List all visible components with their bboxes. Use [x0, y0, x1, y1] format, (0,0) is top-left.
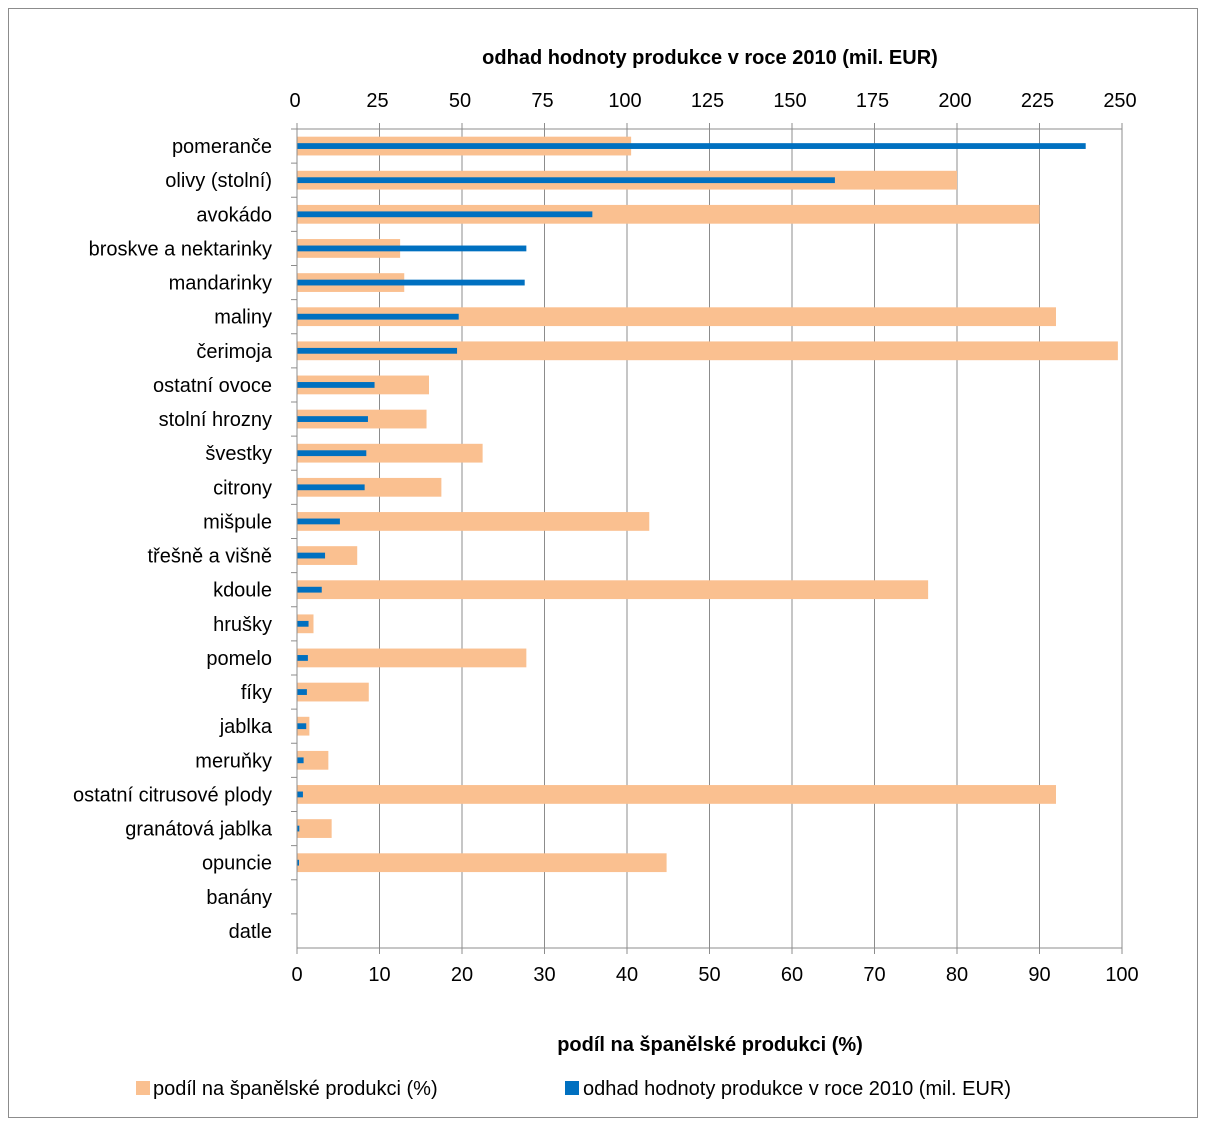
- bar-share: [297, 785, 1056, 804]
- bar-value: [297, 723, 307, 730]
- bottom-tick-label: 100: [1105, 964, 1138, 986]
- category-label: datle: [229, 921, 272, 943]
- bar-value: [297, 245, 527, 252]
- bottom-tick-label: 30: [533, 964, 555, 986]
- top-tick-label: 125: [691, 90, 724, 112]
- category-label: avokádo: [196, 204, 272, 226]
- bar-value: [297, 347, 458, 354]
- bar-value: [297, 450, 367, 457]
- category-label: hrušky: [213, 614, 272, 636]
- top-axis-title: odhad hodnoty produkce v roce 2010 (mil.…: [482, 47, 938, 69]
- series-value-bars: [297, 143, 1086, 866]
- bar-share: [297, 580, 929, 600]
- bar-value: [297, 859, 299, 866]
- bottom-tick-label: 60: [781, 964, 803, 986]
- top-tick-label: 150: [773, 90, 806, 112]
- grid-lines: [296, 129, 1123, 948]
- bottom-tick-label: 90: [1028, 964, 1050, 986]
- bottom-tick-label: 50: [698, 964, 720, 986]
- category-label: kdoule: [213, 580, 272, 602]
- category-label: pomeranče: [172, 136, 272, 158]
- top-tick-label: 75: [531, 90, 553, 112]
- category-label: ostatní citrusové plody: [73, 784, 272, 806]
- bar-share: [297, 682, 369, 702]
- category-label: třešně a višně: [147, 546, 272, 568]
- category-label: olivy (stolní): [165, 170, 272, 192]
- bar-share: [297, 546, 358, 565]
- bar-value: [297, 382, 375, 388]
- category-label: granátová jablka: [125, 819, 273, 841]
- category-label: stolní hrozny: [159, 409, 272, 431]
- bottom-tick-label: 80: [946, 964, 968, 986]
- bar-value: [297, 586, 322, 593]
- bar-value: [297, 791, 303, 798]
- top-tick-label: 0: [289, 90, 300, 112]
- legend-swatch-value: [565, 1081, 579, 1095]
- bar-value: [297, 825, 300, 832]
- top-tick-label: 250: [1103, 90, 1136, 112]
- category-labels: pomeranče olivy (stolní) avokádo broskve a …: [73, 136, 273, 943]
- top-tick-label: 100: [608, 90, 641, 112]
- bar-value: [297, 655, 308, 661]
- axes: [291, 123, 1123, 954]
- legend-swatch-share: [136, 1081, 150, 1095]
- bar-value: [297, 279, 525, 286]
- bar-share: [297, 512, 650, 531]
- category-label: pomelo: [206, 648, 272, 670]
- bottom-tick-label: 0: [291, 964, 302, 986]
- bottom-axis-title: podíl na španělské produkci (%): [557, 1034, 863, 1056]
- bar-share: [297, 750, 329, 770]
- bar-share: [297, 443, 483, 463]
- bar-value: [297, 211, 593, 218]
- bottom-tick-label: 20: [451, 964, 473, 986]
- category-label: jablka: [219, 716, 273, 738]
- bar-value: [297, 484, 365, 491]
- bar-value: [297, 416, 368, 422]
- bar-share: [297, 819, 332, 838]
- bar-share: [297, 341, 1118, 361]
- top-tick-label: 25: [366, 90, 388, 112]
- category-label: švestky: [205, 443, 272, 465]
- legend-label-value: odhad hodnoty produkce v roce 2010 (mil.…: [583, 1078, 1011, 1100]
- bar-share: [297, 853, 667, 873]
- bar-value: [297, 518, 340, 525]
- bar-value: [297, 757, 304, 764]
- bar-value: [297, 552, 326, 559]
- bar-value: [297, 313, 459, 320]
- legend-label-share: podíl na španělské produkci (%): [153, 1078, 438, 1100]
- bar-share: [297, 307, 1056, 327]
- bar-value: [297, 620, 309, 627]
- category-label: čerimoja: [196, 341, 272, 363]
- bar-value: [297, 143, 1086, 149]
- top-tick-label: 200: [938, 90, 971, 112]
- bottom-tick-label: 70: [863, 964, 885, 986]
- category-label: banány: [206, 887, 272, 909]
- category-label: ostatní ovoce: [153, 375, 272, 397]
- category-label: broskve a nektarinky: [89, 238, 272, 260]
- category-label: fíky: [241, 682, 272, 704]
- category-label: mandarinky: [169, 273, 272, 295]
- category-label: opuncie: [202, 853, 272, 875]
- bottom-tick-label: 10: [368, 964, 390, 986]
- legend: podíl na španělské produkci (%) odhad ho…: [136, 1078, 1011, 1100]
- category-label: maliny: [214, 307, 272, 329]
- category-label: meruňky: [195, 750, 272, 772]
- bar-value: [297, 689, 307, 695]
- top-tick-label: 175: [856, 90, 889, 112]
- bar-share: [297, 477, 442, 497]
- top-tick-label: 50: [449, 90, 471, 112]
- chart-frame: [8, 8, 1198, 1118]
- top-axis-ticks: 0 25 50 75 100 125 150 175 200 225 250: [289, 90, 1136, 112]
- top-tick-label: 225: [1021, 90, 1054, 112]
- bar-value: [297, 177, 835, 184]
- bottom-tick-label: 40: [616, 964, 638, 986]
- bottom-axis-ticks: 0 10 20 30 40 50 60 70 80 90 100: [291, 964, 1138, 986]
- category-label: citrony: [213, 477, 272, 499]
- bar-share: [297, 204, 1040, 224]
- category-label: mišpule: [203, 511, 272, 533]
- bar-share: [297, 648, 527, 668]
- series-share-bars: [297, 136, 1118, 873]
